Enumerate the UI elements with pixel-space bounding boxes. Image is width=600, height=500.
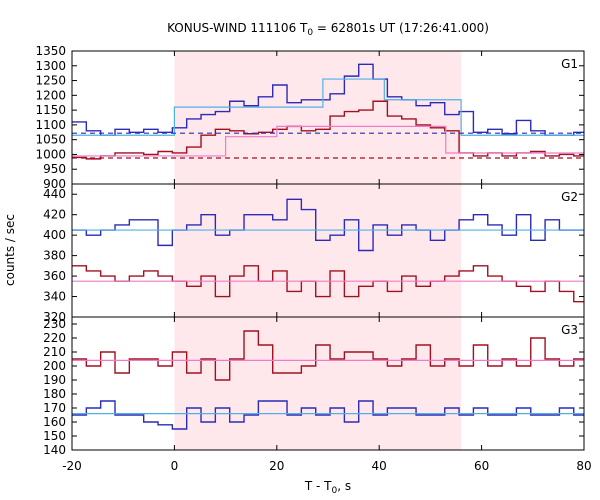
series-upper-hist-g1 [72, 63, 584, 136]
y-tick-label: 320 [43, 310, 66, 324]
panel-label: G3 [561, 323, 578, 337]
y-tick-label: 900 [43, 177, 66, 191]
y-tick-label: 1050 [35, 133, 66, 147]
y-tick-label: 1100 [35, 118, 66, 132]
y-tick-label: 1250 [35, 74, 66, 88]
y-tick-label: 180 [43, 387, 66, 401]
y-tick-label: 1200 [35, 88, 66, 102]
y-tick-label: 340 [43, 290, 66, 304]
x-tick-label: 20 [269, 459, 284, 473]
series-upper-model-g1 [72, 78, 584, 136]
y-tick-label: 230 [43, 317, 66, 331]
y-tick-label: 400 [43, 228, 66, 242]
y-tick-label: 190 [43, 373, 66, 387]
x-tick-label: 60 [474, 459, 489, 473]
y-tick-label: 1300 [35, 59, 66, 73]
panel-label: G2 [561, 190, 578, 204]
y-tick-label: 360 [43, 269, 66, 283]
y-tick-label: 1350 [35, 44, 66, 58]
y-tick-label: 1150 [35, 103, 66, 117]
x-tick-label: 40 [372, 459, 387, 473]
highlight-interval [174, 51, 462, 450]
x-tick-label: 0 [171, 459, 179, 473]
y-tick-label: 440 [43, 187, 66, 201]
y-tick-label: 210 [43, 345, 66, 359]
y-tick-label: 140 [43, 443, 66, 457]
series-lower-model-g1 [72, 125, 584, 157]
y-tick-label: 380 [43, 249, 66, 263]
y-axis-label: counts / sec [3, 214, 17, 286]
y-tick-label: 170 [43, 401, 66, 415]
series-lower-hist-g3 [72, 330, 584, 381]
x-axis-label: T - T0, s [304, 479, 351, 496]
y-tick-label: 200 [43, 359, 66, 373]
chart-title: KONUS-WIND 111106 T0 = 62801s UT (17:26:… [167, 21, 489, 38]
y-tick-label: 160 [43, 415, 66, 429]
panel-frame [71, 316, 585, 451]
series-upper-hist-g2 [72, 198, 584, 252]
series-lower-hist-g2 [72, 265, 584, 303]
x-tick-label: 80 [576, 459, 591, 473]
y-tick-label: 950 [43, 162, 66, 176]
series-lower-hist-g1 [72, 100, 584, 160]
x-tick-label: -20 [62, 459, 82, 473]
y-tick-label: 220 [43, 331, 66, 345]
panel-label: G1 [561, 57, 578, 71]
y-tick-label: 1000 [35, 147, 66, 161]
panel-g2: 320 340 360 380 400 420 440 G2 [43, 183, 585, 324]
series-upper-hist-g3 [72, 400, 584, 430]
y-tick-label: 150 [43, 429, 66, 443]
y-tick-label: 420 [43, 208, 66, 222]
